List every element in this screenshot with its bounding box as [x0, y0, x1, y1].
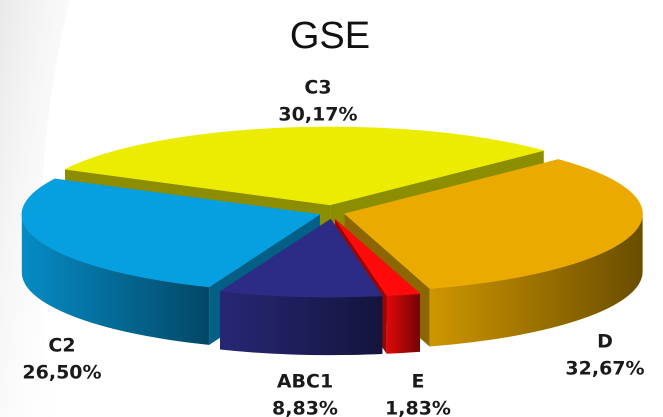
chart-title: GSE: [290, 15, 370, 57]
slice-top: [219, 218, 383, 298]
value-label: 26,50%: [22, 362, 101, 384]
slice-top: [344, 159, 643, 289]
value-label: 1,83%: [385, 398, 451, 417]
slice-label: C3: [304, 77, 331, 99]
slice-side-shade: [429, 213, 643, 347]
slice-label: E: [412, 371, 425, 393]
slice-label: ABC1: [277, 371, 333, 393]
value-label: 32,67%: [565, 358, 644, 380]
slice-side-shade: [21, 214, 210, 345]
value-label: 8,83%: [272, 398, 338, 417]
pie-slice: [219, 218, 383, 356]
slice-top: [64, 126, 545, 206]
value-label: 30,17%: [278, 104, 357, 126]
slice-top: [21, 178, 321, 288]
slice-top: [334, 218, 421, 297]
slice-side-shade: [386, 293, 420, 354]
pie: [21, 126, 643, 356]
labels: C3 30,17% D 32,67% E 1,83% ABC1 8,83% C2 26,50%: [22, 77, 644, 417]
slice-label: D: [597, 331, 613, 353]
slice-label: C2: [48, 335, 75, 357]
slice-side-shade: [219, 291, 383, 356]
